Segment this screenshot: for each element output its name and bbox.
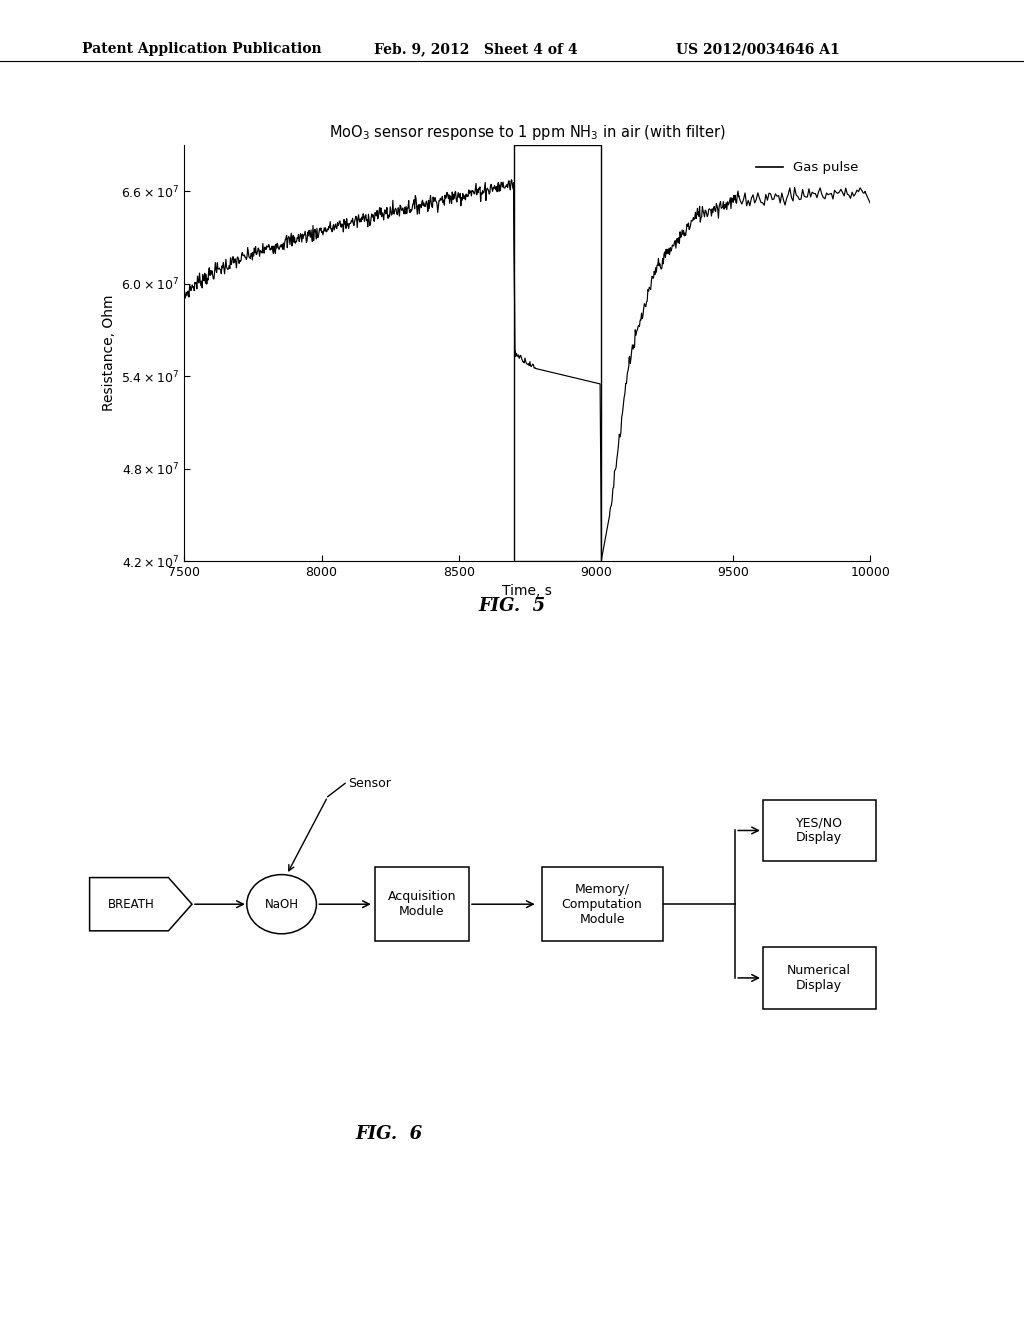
Text: US 2012/0034646 A1: US 2012/0034646 A1: [676, 42, 840, 57]
Text: Sensor: Sensor: [348, 777, 391, 789]
Text: Numerical
Display: Numerical Display: [787, 964, 851, 991]
X-axis label: Time, s: Time, s: [503, 585, 552, 598]
Bar: [763, 800, 876, 861]
Bar: [763, 948, 876, 1008]
Text: Acquisition
Module: Acquisition Module: [388, 890, 456, 919]
Text: FIG.  6: FIG. 6: [355, 1125, 423, 1143]
Ellipse shape: [247, 875, 316, 933]
Text: NaOH: NaOH: [264, 898, 299, 911]
Title: MoO$_3$ sensor response to 1 ppm NH$_3$ in air (with filter): MoO$_3$ sensor response to 1 ppm NH$_3$ …: [329, 123, 726, 141]
Text: Feb. 9, 2012   Sheet 4 of 4: Feb. 9, 2012 Sheet 4 of 4: [374, 42, 578, 57]
Legend: Gas pulse: Gas pulse: [751, 156, 864, 180]
Text: Memory/
Computation
Module: Memory/ Computation Module: [562, 883, 642, 925]
Text: Patent Application Publication: Patent Application Publication: [82, 42, 322, 57]
Y-axis label: Resistance, Ohm: Resistance, Ohm: [101, 294, 116, 412]
Text: FIG.  5: FIG. 5: [478, 597, 546, 615]
Bar: [514, 145, 601, 561]
Text: YES/NO
Display: YES/NO Display: [796, 817, 843, 845]
Bar: [375, 867, 469, 941]
Polygon shape: [90, 878, 193, 931]
Bar: [542, 867, 663, 941]
Text: BREATH: BREATH: [108, 898, 155, 911]
